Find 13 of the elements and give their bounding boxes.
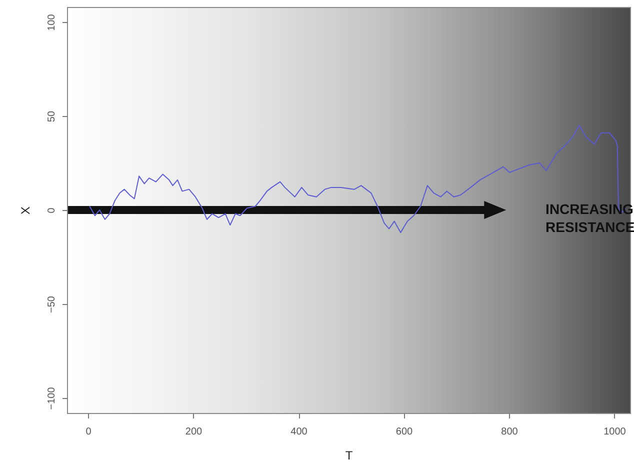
y-tick-label: −100: [46, 386, 58, 410]
y-tick-label: −50: [46, 296, 58, 313]
y-tick-label: 0: [46, 207, 58, 214]
y-tick-label: 100: [46, 14, 58, 31]
x-axis-title: T: [345, 448, 354, 462]
y-axis-title: X: [18, 206, 32, 215]
x-tick-label: 0: [86, 426, 92, 438]
y-tick-label: 50: [46, 110, 58, 122]
x-tick-label: 200: [185, 426, 203, 438]
x-tick-label: 400: [290, 426, 308, 438]
x-tick-label: 1000: [604, 426, 626, 438]
x-tick-label: 800: [501, 426, 518, 438]
x-tick-label: 600: [396, 426, 414, 438]
